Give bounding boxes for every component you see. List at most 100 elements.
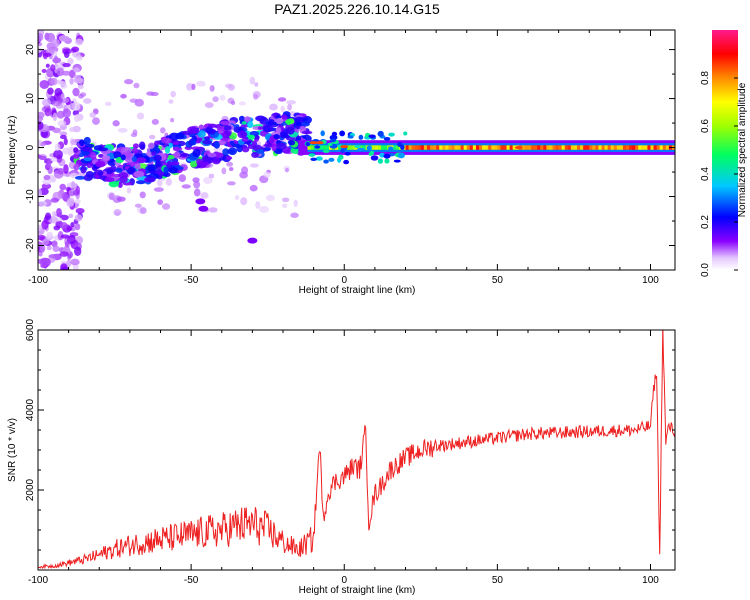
heatmap-cell	[212, 96, 219, 103]
heatmap-cell	[580, 145, 584, 150]
heatmap-cell	[175, 132, 185, 140]
heatmap-cell	[221, 167, 227, 175]
heatmap-cell	[426, 145, 431, 150]
heatmap-cell	[207, 152, 217, 158]
heatmap-cell	[549, 145, 553, 150]
heatmap-cell	[156, 180, 162, 186]
heatmap-cell	[198, 124, 205, 130]
heatmap-cell	[189, 160, 198, 168]
heatmap-cell	[208, 207, 218, 213]
heatmap-cell	[659, 145, 664, 150]
heatmap-cell	[115, 167, 123, 173]
heatmap-cell	[70, 221, 75, 228]
heatmap-cell	[442, 145, 446, 150]
heatmap-cell	[104, 177, 115, 183]
heatmap-cell	[80, 165, 87, 174]
heatmap-cell	[217, 140, 227, 146]
heatmap-cell	[506, 145, 511, 150]
heatmap-cell	[207, 123, 217, 128]
heatmap-cell	[253, 93, 259, 100]
heatmap-cell	[262, 124, 274, 133]
heatmap-cell	[62, 63, 71, 68]
heatmap-cell	[65, 260, 72, 268]
heatmap-cell	[383, 153, 391, 159]
y-tick-label: 20	[25, 44, 36, 56]
heatmap-cell	[134, 203, 142, 208]
heatmap-cell	[162, 203, 171, 210]
heatmap-cell	[41, 68, 47, 73]
heatmap-cell	[340, 145, 349, 149]
heatmap-cell	[47, 158, 52, 169]
heatmap-cell	[69, 102, 75, 110]
colorbar-tick-label: 0.6	[700, 119, 711, 133]
x-tick-label: 50	[492, 575, 504, 586]
heatmap-cell	[50, 64, 56, 72]
heatmap-cell	[368, 134, 376, 138]
heatmap-cell	[163, 166, 169, 174]
x-tick-label: 50	[492, 275, 504, 286]
heatmap-cell	[68, 213, 74, 219]
heatmap-cell	[430, 145, 434, 150]
heatmap-cell	[384, 145, 388, 150]
heatmap-cell	[325, 145, 330, 150]
heatmap-cell	[388, 146, 394, 152]
heatmap-cell	[433, 145, 437, 150]
heatmap-cell	[112, 120, 120, 127]
heatmap-cell	[280, 105, 285, 113]
heatmap-cell	[62, 108, 72, 118]
x-tick-label: -50	[184, 575, 199, 586]
colorbar: 0.0 0.2 0.4 0.6 0.8 Normalized spectral ampl…	[700, 30, 748, 277]
heatmap-cell	[310, 145, 315, 150]
heatmap-cell	[71, 101, 81, 111]
heatmap-cell	[102, 155, 111, 161]
heatmap-cell	[195, 198, 206, 205]
heatmap-cell	[388, 132, 395, 137]
heatmap-cell	[619, 145, 624, 150]
heatmap-cell	[598, 145, 602, 150]
heatmap-cell	[45, 63, 50, 68]
heatmap-cell	[408, 145, 413, 150]
heatmap-cell	[512, 145, 517, 150]
heatmap-cell	[172, 141, 180, 146]
heatmap-cell	[269, 103, 278, 111]
heatmap-cell	[41, 220, 49, 230]
heatmap-cell	[288, 140, 296, 146]
heatmap-cell	[500, 145, 504, 150]
heatmap-cell	[74, 214, 83, 222]
heatmap-cell	[191, 83, 196, 91]
heatmap-cell	[439, 145, 443, 150]
heatmap-cell	[247, 237, 258, 244]
y-tick-label: 4000	[25, 398, 36, 421]
heatmap-cell	[354, 144, 361, 148]
heatmap-cell	[59, 183, 67, 191]
heatmap-cell	[166, 160, 172, 167]
heatmap-cell	[163, 172, 171, 178]
heatmap-cell	[564, 145, 569, 150]
heatmap-cell	[647, 145, 651, 150]
heatmap-cell	[148, 142, 155, 149]
heatmap-cell	[38, 224, 43, 231]
heatmap-cell	[117, 127, 128, 133]
colorbar-tick-label: 0.4	[700, 167, 711, 181]
heatmap-cell	[67, 149, 74, 157]
heatmap-cell	[92, 117, 100, 125]
heatmap-cell	[271, 143, 277, 152]
heatmap-cell	[120, 147, 132, 154]
heatmap-cell	[241, 137, 248, 143]
heatmap-cell	[644, 145, 648, 150]
heatmap-cell	[168, 99, 174, 104]
spectrogram-ylabel: Frequency (Hz)	[7, 116, 18, 185]
heatmap-cell	[75, 185, 81, 195]
heatmap-cell	[475, 145, 480, 150]
heatmap-cell	[70, 258, 80, 266]
heatmap-cell	[331, 131, 338, 137]
heatmap-cell	[653, 145, 658, 150]
heatmap-cell	[60, 234, 70, 239]
heatmap-cell	[50, 77, 58, 86]
heatmap-cell	[147, 164, 157, 172]
heatmap-cell	[74, 246, 82, 256]
heatmap-cell	[222, 148, 230, 156]
heatmap-cell	[405, 145, 410, 150]
heatmap-cell	[368, 152, 373, 156]
